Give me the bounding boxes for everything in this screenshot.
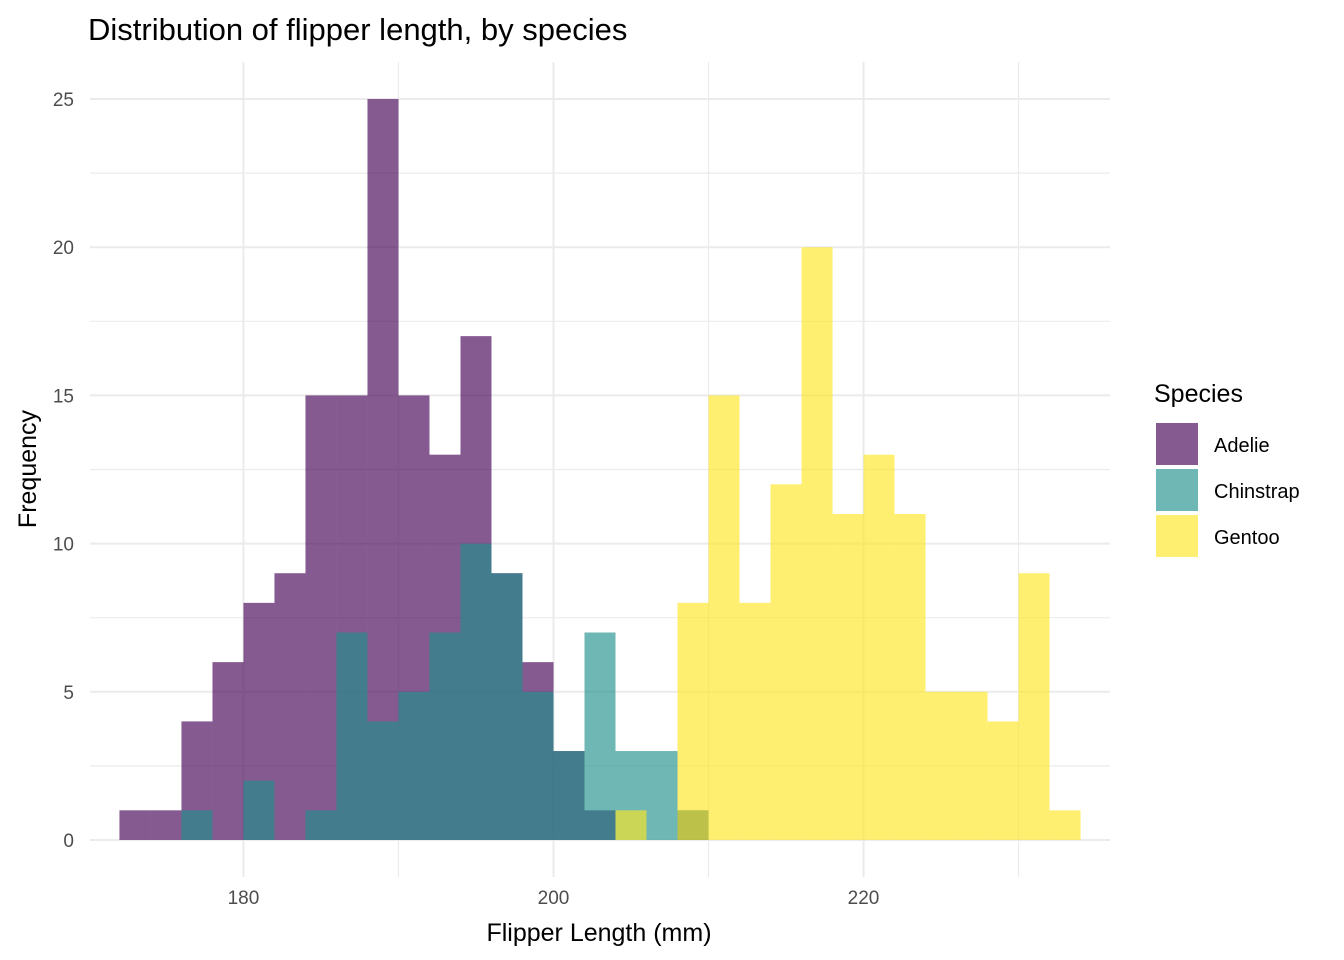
y-tick-label: 15 [53, 386, 74, 407]
legend-key-adelie [1156, 423, 1198, 465]
histogram-bars [119, 99, 1081, 840]
histogram-bar [832, 513, 864, 840]
histogram-bar [1049, 810, 1081, 840]
histogram-bar [584, 632, 616, 840]
histogram-bar [150, 810, 182, 840]
series-gentoo [615, 247, 1081, 840]
histogram-bar [398, 691, 430, 840]
series-chinstrap [181, 543, 709, 840]
y-tick-label: 20 [53, 238, 74, 259]
histogram-bar [956, 691, 988, 840]
plot-panel [90, 62, 1110, 877]
x-tick-label: 220 [848, 888, 880, 909]
histogram-bar [615, 810, 647, 840]
legend: Species Adelie Chinstrap Gentoo [1154, 380, 1300, 557]
legend-label: Gentoo [1214, 527, 1280, 549]
histogram-bar [739, 602, 771, 840]
x-axis-tick-labels: 180 200 220 [228, 888, 880, 909]
histogram-bar [305, 810, 337, 840]
y-tick-label: 0 [63, 831, 74, 852]
chart-title: Distribution of flipper length, by speci… [88, 12, 627, 47]
histogram-bar [305, 395, 337, 840]
histogram-bar [708, 395, 740, 840]
y-tick-label: 25 [53, 90, 74, 111]
histogram-bar [925, 691, 957, 840]
histogram-bar [212, 662, 244, 840]
histogram-bar [770, 484, 802, 840]
histogram-bar [646, 751, 678, 840]
histogram-bar [367, 721, 399, 840]
histogram-bar [119, 810, 151, 840]
x-tick-label: 200 [538, 888, 570, 909]
legend-items: Adelie Chinstrap Gentoo [1156, 423, 1300, 557]
histogram-bar [863, 454, 895, 840]
histogram-bar [336, 632, 368, 840]
y-tick-label: 10 [53, 535, 74, 556]
legend-label: Adelie [1214, 435, 1270, 457]
histogram-bar [677, 602, 709, 840]
y-axis-tick-labels: 0 5 10 15 20 25 [53, 90, 74, 852]
histogram-bar [491, 573, 523, 840]
legend-key-chinstrap [1156, 469, 1198, 511]
legend-key-gentoo [1156, 515, 1198, 557]
histogram-bar [367, 99, 399, 840]
legend-label: Chinstrap [1214, 481, 1300, 503]
histogram-bar [274, 573, 306, 840]
legend-title: Species [1154, 380, 1243, 408]
histogram-bar [987, 721, 1019, 840]
histogram-bar [243, 780, 275, 840]
histogram-bar [894, 513, 926, 840]
histogram-bar [429, 632, 461, 840]
histogram-bar [181, 810, 213, 840]
histogram-bar [801, 247, 833, 840]
y-tick-label: 5 [63, 683, 74, 704]
histogram-bar [460, 543, 492, 840]
histogram-bar [553, 751, 585, 840]
histogram-bar [522, 691, 554, 840]
x-tick-label: 180 [228, 888, 260, 909]
x-axis-title: Flipper Length (mm) [486, 919, 711, 947]
histogram-bar [1018, 573, 1050, 840]
y-axis-title: Frequency [14, 409, 42, 528]
